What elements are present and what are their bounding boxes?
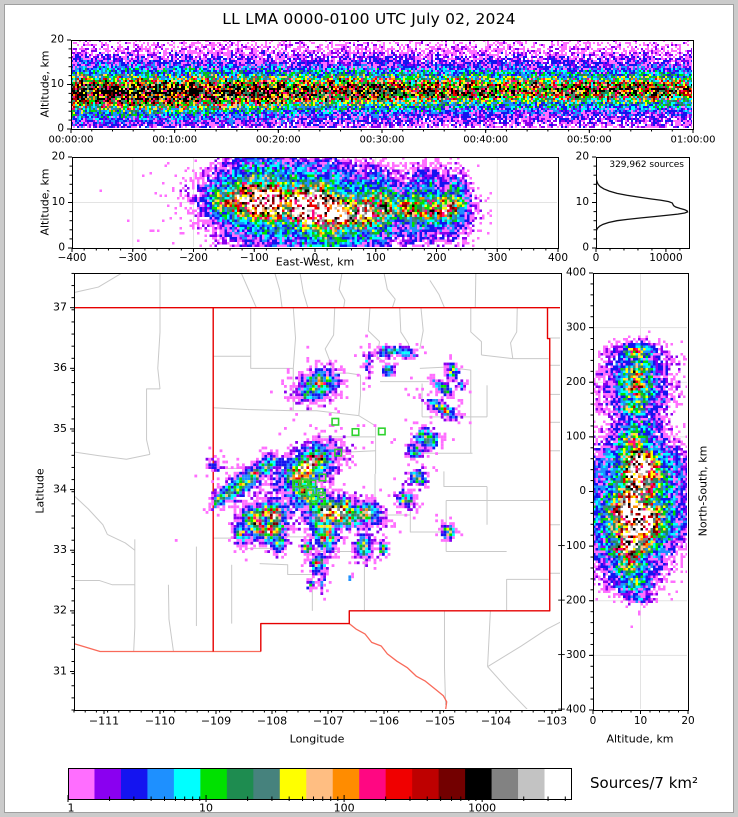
ew-panel-x-label: East-West, km [275, 255, 355, 269]
ns-panel-y-label: North-South, km [696, 445, 710, 537]
colorbar [68, 768, 571, 799]
map-x-label: Longitude [289, 732, 345, 746]
plan-view-map-panel [74, 273, 561, 710]
ew-panel-y-label: Altitude, km [38, 168, 52, 236]
time-panel-y-label: Altitude, km [38, 50, 52, 118]
map-y-label: Latitude [33, 468, 47, 514]
sources-count-annotation: 329,962 sources [609, 160, 684, 170]
altitude-histogram-panel [596, 157, 689, 248]
ns-panel-x-label: Altitude, km [606, 732, 674, 746]
east-west-altitude-panel [72, 157, 558, 248]
north-south-altitude-panel [593, 273, 688, 710]
figure-title: LL LMA 0000-0100 UTC July 02, 2024 [222, 10, 516, 28]
time-height-panel [71, 40, 693, 129]
colorbar-title: Sources/7 km² [590, 774, 699, 792]
